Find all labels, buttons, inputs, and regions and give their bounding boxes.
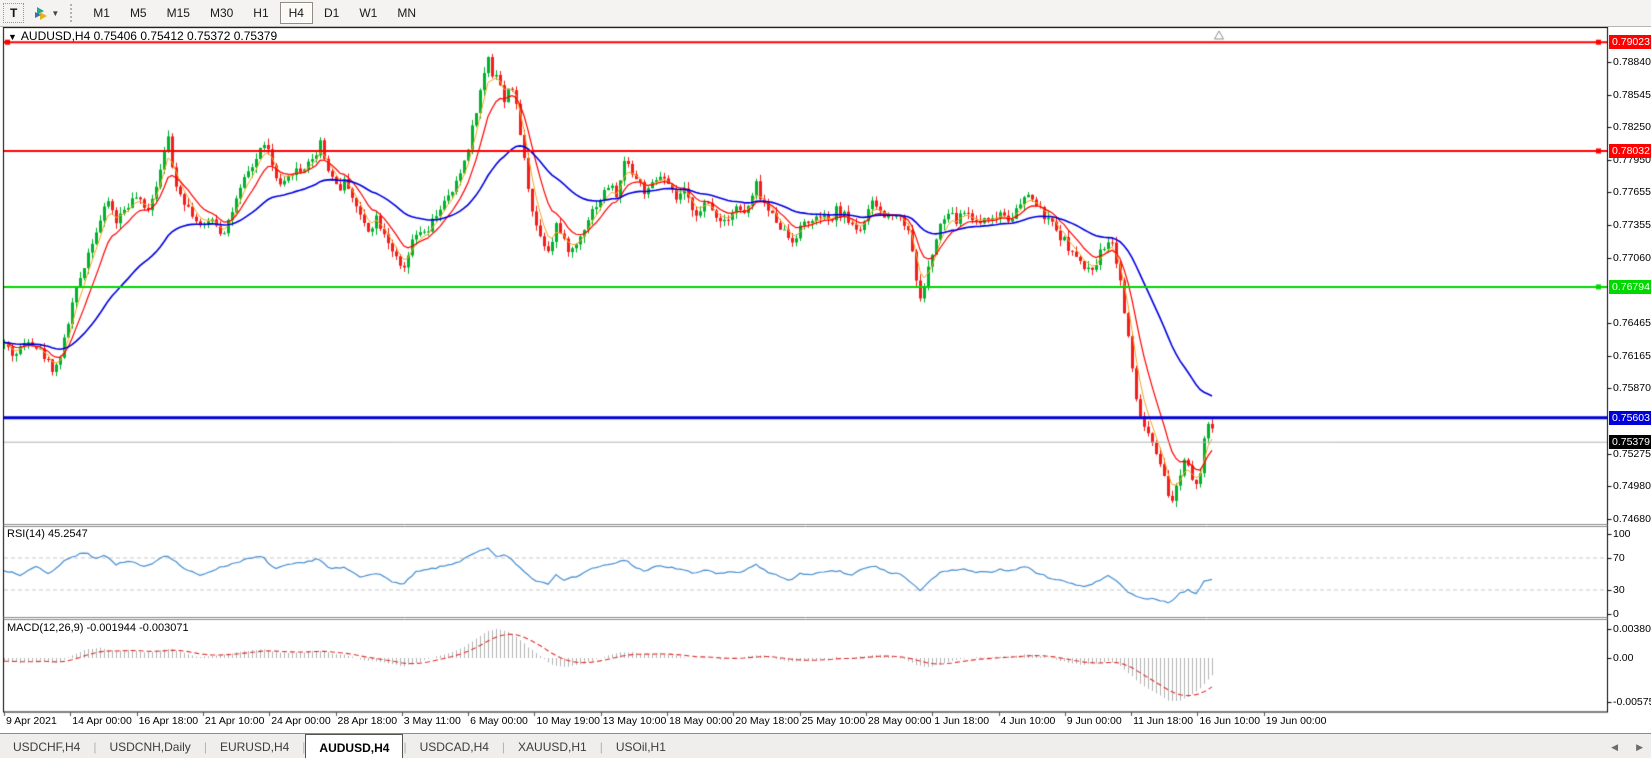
timeframe-button-M1[interactable]: M1 (93, 6, 110, 20)
tab-EURUSD-H4[interactable]: EURUSD,H4 (219, 740, 290, 754)
timeframe-button-D1[interactable]: D1 (323, 6, 340, 20)
tab-scroll-right-icon[interactable]: ▶ (1636, 741, 1643, 752)
tab-separator: | (93, 740, 97, 754)
timeframe-button-MN[interactable]: MN (397, 6, 416, 20)
chart-window: ▼ AUDUSD,H4 0.75406 0.75412 0.75372 0.753… (0, 27, 1651, 733)
text-tool-button[interactable]: T (3, 3, 25, 23)
tab-separator: | (203, 740, 207, 754)
timeframe-button-H1[interactable]: H1 (253, 6, 269, 20)
timeframe-button-M15[interactable]: M15 (166, 6, 190, 20)
tab-USDCHF-H4[interactable]: USDCHF,H4 (13, 740, 81, 754)
chevron-down-icon[interactable]: ▼ (51, 8, 60, 18)
chart-canvas[interactable] (0, 27, 1651, 733)
tab-separator: | (599, 740, 603, 754)
timeframe-button-M5[interactable]: M5 (129, 6, 147, 20)
tab-USDCAD-H4[interactable]: USDCAD,H4 (419, 740, 489, 754)
color-style-icon[interactable] (33, 6, 50, 21)
tab-separator: | (501, 740, 506, 754)
tab-separator: | (302, 740, 306, 754)
toolbar-separator (70, 4, 77, 22)
tab-USOil-H1[interactable]: USOil,H1 (615, 740, 666, 754)
tab-separator: | (403, 740, 407, 754)
symbol-tab-bar: USDCHF,H4 | USDCNH,Daily | EURUSD,H4 | AUDUSD,… (0, 733, 1651, 758)
timeframe-button-W1[interactable]: W1 (359, 6, 378, 20)
tab-scroll-buttons: ◀ ▶ (1611, 734, 1643, 758)
tab-USDCNH-Daily[interactable]: USDCNH,Daily (109, 740, 191, 754)
timeframe-button-M30[interactable]: M30 (209, 6, 234, 20)
tab-AUDUSD-H4[interactable]: AUDUSD,H4 (305, 734, 404, 758)
tab-scroll-left-icon[interactable]: ◀ (1611, 741, 1619, 752)
top-toolbar: T ▼ M1 M5 M15 M30 H1 H4 D1 W1 MN (0, 0, 1651, 27)
tab-XAUUSD-H1[interactable]: XAUUSD,H1 (518, 740, 587, 754)
timeframe-buttons: M1 M5 M15 M30 H1 H4 D1 W1 MN (83, 2, 426, 24)
timeframe-button-H4[interactable]: H4 (279, 2, 313, 24)
